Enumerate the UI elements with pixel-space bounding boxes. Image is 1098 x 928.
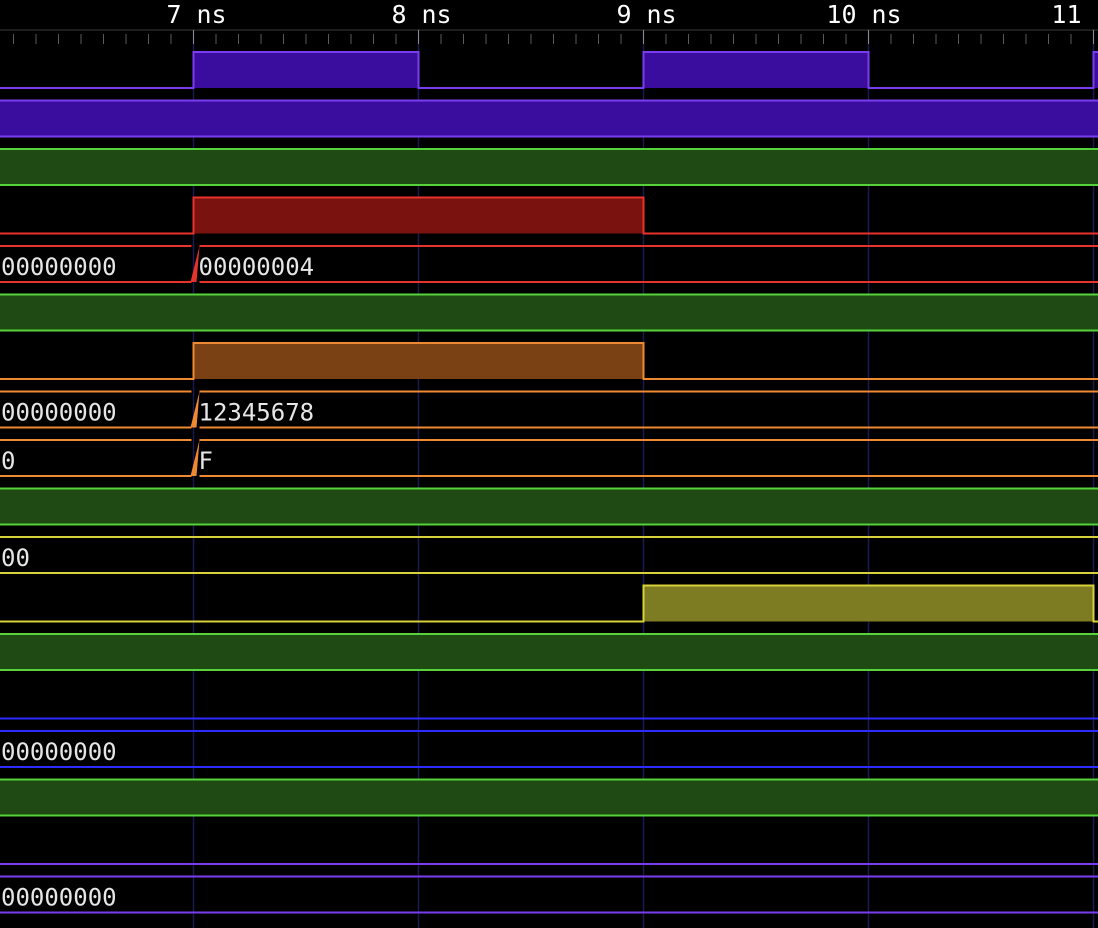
bus-transition — [190, 246, 200, 282]
bus-value: F — [199, 447, 213, 475]
bit-trace — [0, 51, 1098, 89]
bus-bar — [0, 148, 1098, 186]
bit-high-fill — [1093, 52, 1098, 88]
ruler-tick-unit: ns — [422, 0, 452, 29]
signal-row-6-bar[interactable] — [0, 293, 1098, 332]
bus-bar — [0, 778, 1098, 817]
bit-high-fill — [643, 585, 1094, 622]
ruler-tick-unit: ns — [1097, 0, 1098, 29]
bit-high-fill — [193, 197, 644, 234]
signal-row-15-bus[interactable]: 00000000 — [0, 730, 1098, 768]
ruler-tick-number: 7 — [166, 0, 181, 29]
signal-row-8-bus[interactable]: 00000000 12345678 — [0, 390, 1098, 429]
bus-value: 00 — [1, 544, 30, 572]
signal-row-3-bar[interactable] — [0, 148, 1098, 186]
bus-bar — [0, 487, 1098, 526]
signal-row-1-bit[interactable] — [0, 51, 1098, 89]
bit-high-fill — [193, 52, 419, 88]
bus-transition — [190, 440, 200, 476]
ruler-tick-number: 8 — [391, 0, 406, 29]
bus-value: 00000004 — [199, 253, 315, 281]
bit-high-fill — [193, 343, 644, 379]
bus-value: 00000000 — [1, 738, 117, 766]
bit-high-fill — [643, 52, 869, 88]
ruler-tick-number: 9 — [616, 0, 631, 29]
ruler-tick-number: 11 — [1051, 0, 1081, 29]
ruler-tick-unit: ns — [0, 0, 2, 29]
signal-row-18-bus[interactable]: 00000000 — [0, 875, 1098, 914]
signal-row-10-bar[interactable] — [0, 487, 1098, 526]
bus-bar — [0, 99, 1098, 138]
bus-value: 12345678 — [199, 399, 315, 427]
signal-row-16-bar[interactable] — [0, 778, 1098, 817]
bit-trace — [0, 196, 1098, 235]
ruler-tick-unit: ns — [197, 0, 227, 29]
signal-row-12-bit[interactable] — [0, 584, 1098, 623]
signal-row-7-bit[interactable] — [0, 342, 1098, 380]
ruler-tick-unit: ns — [872, 0, 902, 29]
signal-row-4-bit[interactable] — [0, 196, 1098, 235]
bit-trace — [0, 584, 1098, 623]
signal-row-5-bus[interactable]: 00000000 00000004 — [0, 245, 1098, 283]
ruler-tick-unit: ns — [647, 0, 677, 29]
signal-row-13-bar[interactable] — [0, 633, 1098, 671]
bus-bar — [0, 293, 1098, 332]
ruler-tick-number: 10 — [826, 0, 856, 29]
bus-value: 00000000 — [1, 399, 117, 427]
bus-value: 00000000 — [1, 884, 117, 912]
time-ruler[interactable]: 6ns7ns8ns9ns10ns11ns — [0, 0, 1098, 44]
signal-row-11-bus[interactable]: 00 — [0, 536, 1098, 574]
bus-transition — [190, 391, 200, 428]
bit-trace — [0, 342, 1098, 380]
signal-row-2-bar[interactable] — [0, 99, 1098, 138]
bus-value: 0 — [1, 447, 15, 475]
bus-bar — [0, 633, 1098, 671]
bus-value: 00000000 — [1, 253, 117, 281]
